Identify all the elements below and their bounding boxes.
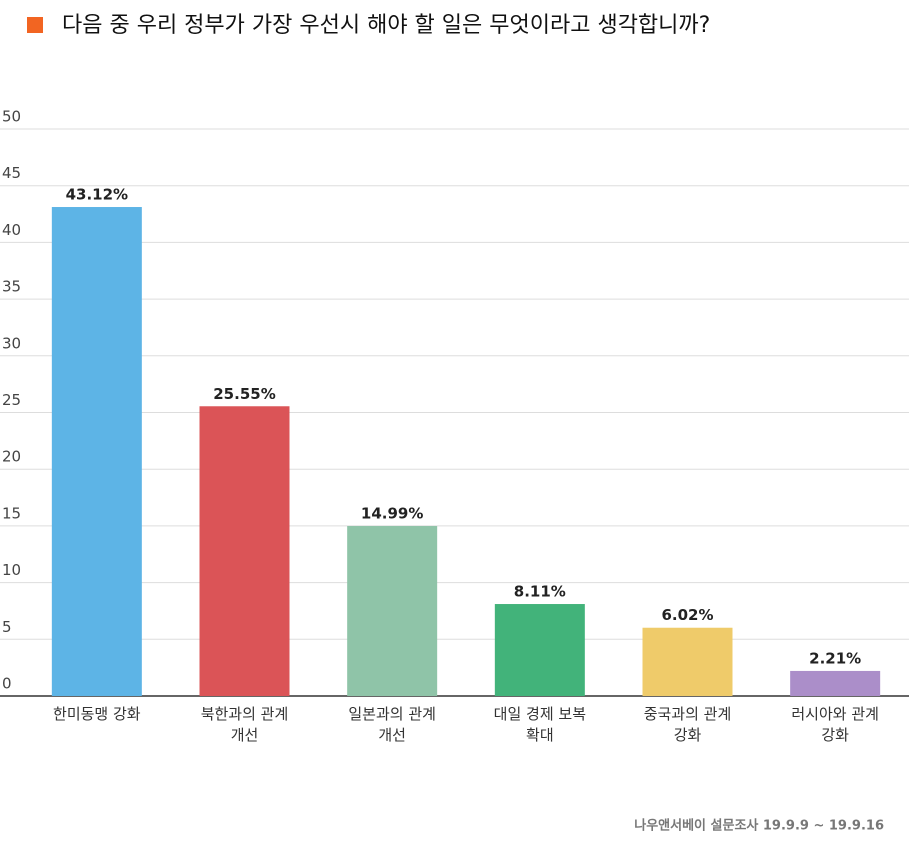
y-tick-label: 15 — [2, 504, 21, 522]
x-tick-label: 러시아와 관계 강화 — [791, 705, 879, 744]
x-tick-label: 한미동맹 강화 — [53, 705, 141, 723]
y-tick-label: 30 — [2, 334, 21, 352]
y-tick-label: 20 — [2, 448, 21, 466]
y-tick-label: 0 — [2, 675, 12, 693]
bar — [790, 670, 881, 696]
value-label: 43.12% — [66, 186, 128, 204]
y-tick-label: 5 — [2, 618, 12, 636]
y-tick-label: 50 — [2, 108, 21, 126]
x-tick-label: 북한과의 관계 개선 — [201, 705, 289, 744]
y-tick-label: 40 — [2, 221, 21, 239]
x-tick-label: 일본과의 관계 개선 — [348, 705, 436, 744]
source-note: 나우앤서베이 설문조사 19.9.9 ~ 19.9.16 — [634, 818, 884, 834]
value-label: 14.99% — [361, 505, 423, 523]
value-label: 8.11% — [514, 583, 566, 601]
y-tick-label: 45 — [2, 164, 21, 182]
bar — [494, 604, 585, 696]
bar — [51, 207, 142, 696]
value-label: 6.02% — [661, 606, 713, 624]
chart-title: 다음 중 우리 정부가 가장 우선시 해야 할 일은 무엇이라고 생각합니까? — [62, 13, 710, 38]
y-tick-label: 25 — [2, 391, 21, 409]
y-tick-label: 10 — [2, 561, 21, 579]
y-tick-label: 35 — [2, 278, 21, 296]
bar — [642, 627, 733, 696]
value-label: 2.21% — [809, 649, 861, 667]
bar — [347, 526, 438, 696]
bar — [199, 406, 290, 696]
title-marker — [27, 17, 43, 33]
value-label: 25.55% — [213, 385, 275, 403]
x-tick-label: 중국과의 관계 강화 — [644, 705, 732, 744]
x-tick-label: 대일 경제 보복 확대 — [494, 705, 586, 744]
